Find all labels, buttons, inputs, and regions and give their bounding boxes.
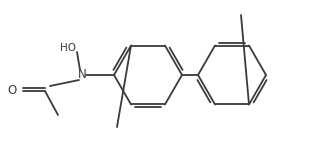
- Text: N: N: [78, 68, 86, 81]
- Text: HO: HO: [60, 43, 76, 53]
- Text: O: O: [8, 85, 17, 97]
